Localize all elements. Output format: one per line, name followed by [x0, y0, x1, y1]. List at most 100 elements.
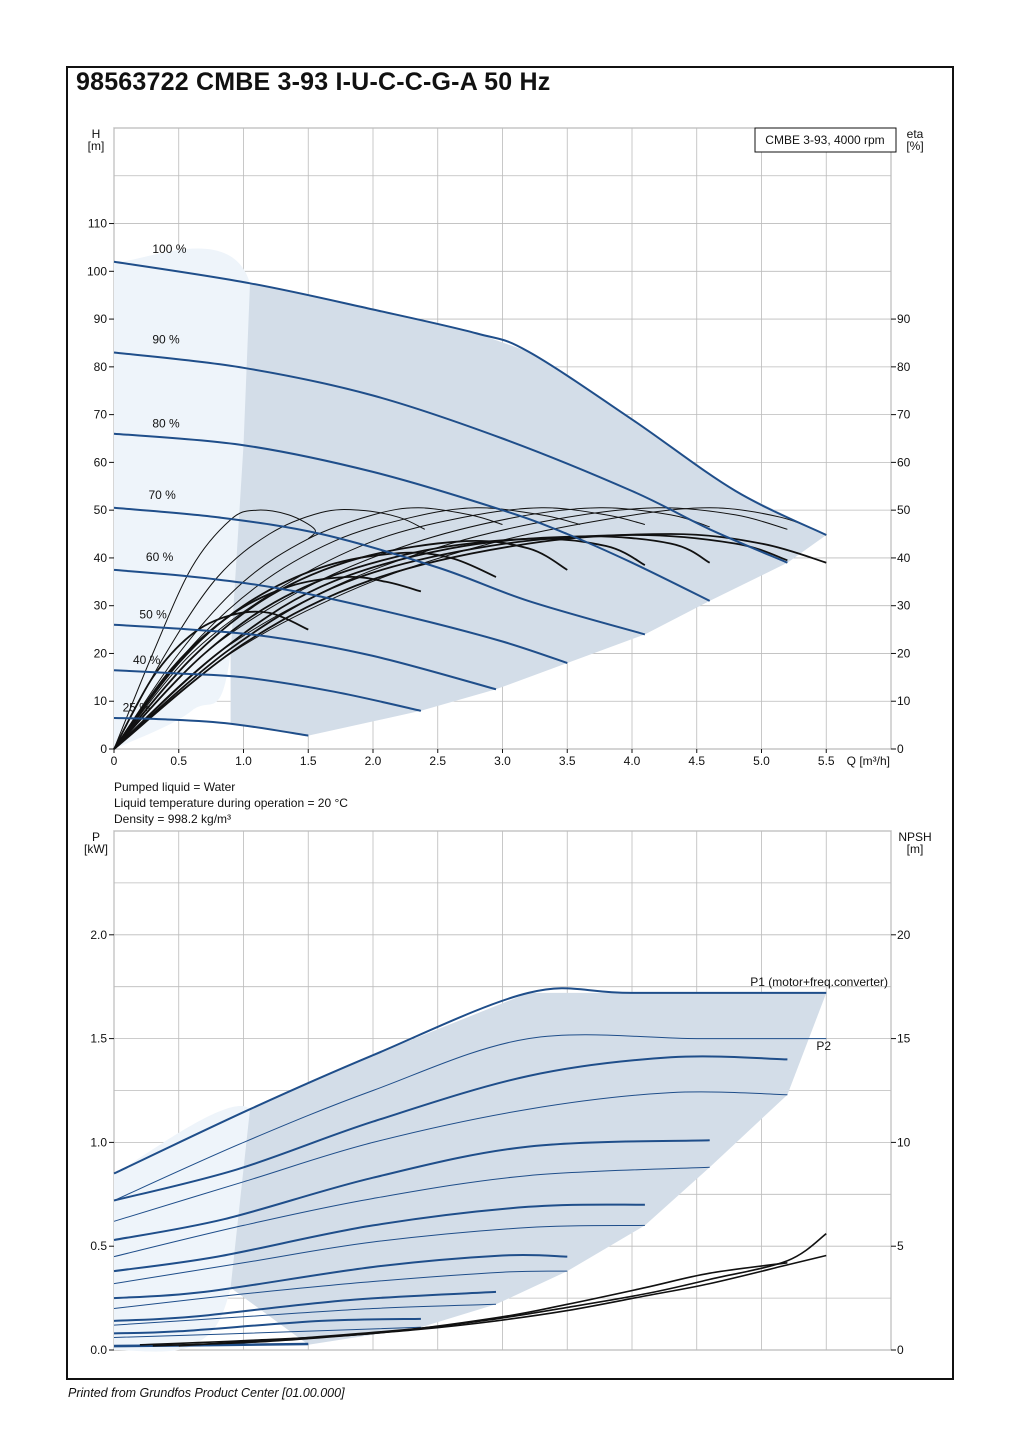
- speed-curve: [113, 669, 422, 712]
- page-frame: [66, 66, 954, 1380]
- y-axis-label: P: [92, 830, 100, 844]
- speed-curve-label: 90 %: [152, 333, 180, 347]
- npsh-curve: [139, 1262, 788, 1346]
- x-tick-label: 2.0: [365, 754, 382, 768]
- liquid-info-line: Pumped liquid = Water: [114, 780, 235, 794]
- y-tick-label: 30: [94, 599, 108, 613]
- y2-axis-label: [%]: [906, 139, 923, 153]
- y2-axis-label: [m]: [907, 842, 924, 856]
- speed-curve: [113, 351, 788, 564]
- y2-tick-label: 15: [897, 1032, 911, 1046]
- p1-curve: [113, 1055, 788, 1202]
- y2-tick-label: 20: [897, 646, 911, 660]
- p1-curve: [113, 1139, 710, 1241]
- x-tick-label: 4.0: [624, 754, 641, 768]
- y-tick-label: 50: [94, 503, 108, 517]
- y-tick-label: 10: [94, 694, 108, 708]
- p1-curve: [113, 1317, 421, 1335]
- speed-curve: [113, 432, 711, 602]
- y2-tick-label: 30: [897, 599, 911, 613]
- x-tick-label: 5.0: [753, 754, 770, 768]
- footer-note: Printed from Grundfos Product Center [01…: [68, 1386, 345, 1400]
- head-chart: 0 10 20 30 40 50 60 70 80 90 100 110 0 10 20 30 40 50 60 70…: [87, 127, 924, 768]
- speed-curve-label: 80 %: [152, 416, 180, 430]
- p1-curve: [113, 1342, 309, 1347]
- speed-curve-label: 40 %: [133, 653, 161, 667]
- x-tick-label: 4.5: [688, 754, 705, 768]
- p2-curve: [113, 1034, 827, 1201]
- operating-area-light: [114, 248, 257, 749]
- efficiency-curve: [113, 537, 646, 750]
- y-tick-label: 1.0: [90, 1135, 107, 1149]
- speed-curve-label: 50 %: [139, 607, 167, 621]
- y-tick-label: 80: [94, 360, 108, 374]
- page-title: 98563722 CMBE 3-93 I-U-C-C-G-A 50 Hz: [76, 68, 551, 96]
- p2-curve: [113, 1224, 645, 1285]
- y2-tick-label: 80: [897, 360, 911, 374]
- p1-curve: [113, 1253, 568, 1300]
- speed-curve-label: 70 %: [148, 488, 176, 502]
- speed-curve: [113, 623, 497, 691]
- x-tick-label: 0.5: [170, 754, 187, 768]
- x-tick-label: 3.0: [494, 754, 511, 768]
- speed-curve-label: 60 %: [146, 550, 174, 564]
- p2-curve: [113, 1303, 497, 1326]
- y2-tick-label: 0: [897, 1343, 904, 1357]
- y-tick-label: 0.0: [90, 1343, 107, 1357]
- p2-curve: [113, 1091, 788, 1222]
- speed-curve: [113, 717, 309, 737]
- y2-tick-label: 10: [897, 1135, 911, 1149]
- p2-label: P2: [816, 1039, 831, 1053]
- x-tick-label: 2.5: [429, 754, 446, 768]
- liquid-info-line: Liquid temperature during operation = 20…: [114, 796, 348, 810]
- liquid-info-line: Density = 998.2 kg/m³: [114, 812, 231, 826]
- npsh-curve: [152, 1254, 827, 1347]
- p2-curve: [113, 1270, 568, 1309]
- y2-tick-label: 10: [897, 694, 911, 708]
- y-tick-label: 0.5: [90, 1239, 107, 1253]
- y-axis-label: [kW]: [84, 842, 108, 856]
- speed-curve: [113, 260, 827, 536]
- operating-area: [230, 992, 827, 1345]
- y-tick-label: 100: [87, 264, 107, 278]
- liquid-info: Pumped liquid = Water Liquid temperature…: [114, 780, 348, 826]
- speed-curve-label: 100 %: [152, 242, 186, 256]
- y-tick-label: 60: [94, 455, 108, 469]
- efficiency-curve: [113, 509, 426, 750]
- y-tick-label: 110: [88, 217, 107, 231]
- power-chart: 0.0 0.5 1.0 1.5 2.0 0 5 10 15 20 P[kW] NPSH[m] P1 (m…: [84, 830, 932, 1357]
- x-tick-label: 1.5: [300, 754, 317, 768]
- p1-curve: [113, 987, 827, 1175]
- speed-curve: [113, 568, 568, 664]
- x-tick-label: 3.5: [559, 754, 576, 768]
- y-tick-label: 20: [94, 646, 108, 660]
- y2-tick-label: 0: [897, 742, 904, 756]
- y2-tick-label: 70: [897, 408, 911, 422]
- y-tick-label: 0: [100, 742, 107, 756]
- y2-tick-label: 50: [897, 503, 911, 517]
- efficiency-curve: [113, 534, 788, 750]
- y2-tick-label: 90: [897, 312, 911, 326]
- speed-curve-label: 25 %: [123, 701, 151, 715]
- y2-tick-label: 5: [897, 1239, 904, 1253]
- y-tick-label: 40: [94, 551, 108, 565]
- y-axis-label: [m]: [88, 139, 105, 153]
- x-axis-label: Q [m³/h]: [847, 754, 890, 768]
- y-tick-label: 1.5: [90, 1032, 107, 1046]
- x-tick-label: 0: [111, 754, 118, 768]
- x-tick-label: 1.0: [235, 754, 252, 768]
- y-tick-label: 70: [94, 408, 108, 422]
- x-tick-label: 5.5: [818, 754, 835, 768]
- p1-curve: [113, 1290, 497, 1322]
- y2-tick-label: 40: [897, 551, 911, 565]
- efficiency-curve: [113, 535, 711, 750]
- p2-curve: [113, 1166, 710, 1258]
- y-tick-label: 2.0: [90, 928, 107, 942]
- y2-axis-label: eta: [907, 127, 924, 141]
- y2-tick-label: 60: [897, 455, 911, 469]
- efficiency-curve: [113, 509, 316, 750]
- y-tick-label: 90: [94, 312, 108, 326]
- efficiency-curve: [113, 533, 827, 750]
- chart-title: CMBE 3-93, 4000 rpm: [765, 133, 884, 147]
